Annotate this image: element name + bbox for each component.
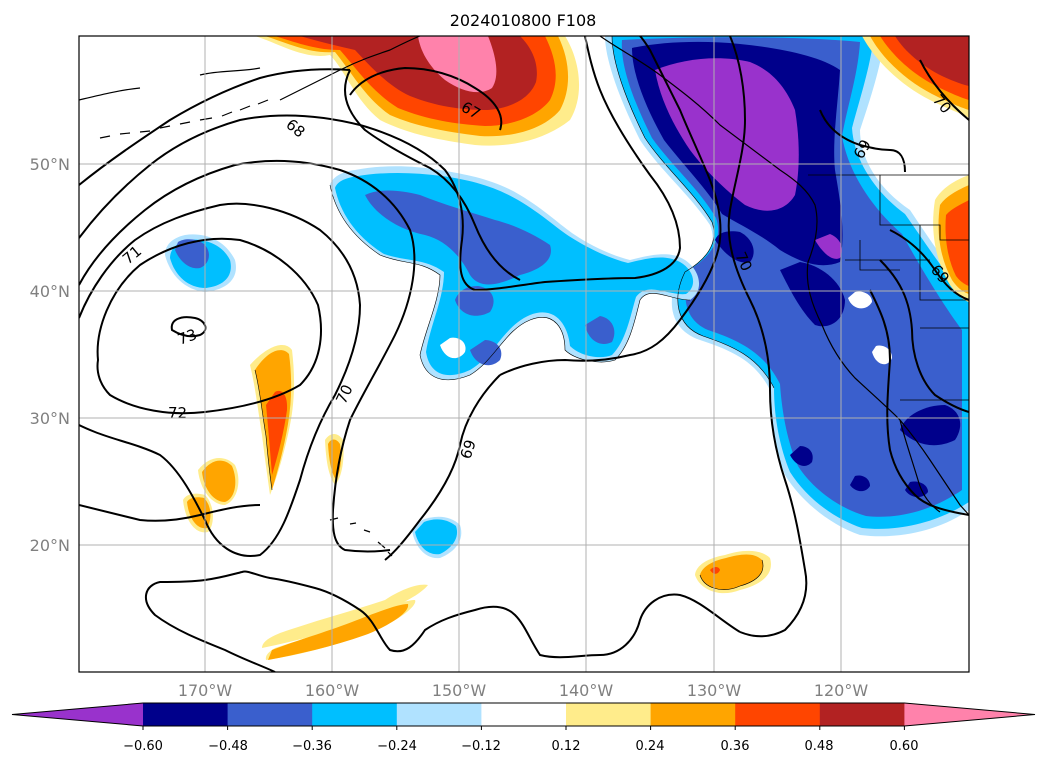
lat-label-30n: 30°N bbox=[30, 409, 70, 428]
contour-69-pnw bbox=[819, 109, 906, 173]
colorbar-segment bbox=[481, 703, 567, 726]
colorbar-segment bbox=[143, 703, 229, 726]
colorbar-tick-label: −0.60 bbox=[123, 739, 163, 754]
colorbar-tick-label: 0.24 bbox=[636, 739, 665, 754]
contour-69-loop bbox=[384, 374, 501, 561]
north-america-coast bbox=[599, 36, 969, 516]
contour-70-ca bbox=[869, 289, 969, 516]
contour-label-72: 72 bbox=[168, 404, 187, 422]
colorbar-segment bbox=[227, 703, 313, 726]
colorbar-tick-label: 0.36 bbox=[721, 739, 750, 754]
colorbar-segment bbox=[904, 703, 1035, 726]
colorbar-segment bbox=[819, 703, 905, 726]
contour-69-west bbox=[79, 36, 682, 292]
contour-68 bbox=[79, 68, 521, 281]
map-frame bbox=[78, 35, 970, 673]
contour-72 bbox=[96, 237, 322, 415]
colorbar-tick-labels: −0.60 −0.48 −0.36 −0.24 −0.12 0.12 0.24 … bbox=[123, 739, 918, 754]
lon-label-160w: 160°W bbox=[305, 681, 360, 700]
contour-69-south bbox=[145, 570, 741, 672]
contour-70-great-basin bbox=[889, 229, 969, 301]
contour-70-ne bbox=[919, 59, 969, 121]
aleutian-islands bbox=[99, 99, 269, 139]
colorbar-tick-label: 0.12 bbox=[552, 739, 581, 754]
map-panel: 67 68 69 69 70 70 70 71 72 73 69 bbox=[79, 36, 969, 672]
colorbar-segment bbox=[735, 703, 821, 726]
anomaly-outlines bbox=[254, 36, 775, 590]
contour-70-east bbox=[727, 36, 808, 638]
latitude-labels: 50°N 40°N 30°N 20°N bbox=[30, 155, 70, 555]
colorbar-segment bbox=[312, 703, 398, 726]
contour-70-southeast bbox=[879, 259, 969, 413]
contour-67 bbox=[349, 66, 503, 131]
lon-label-170w: 170°W bbox=[178, 681, 233, 700]
colorbar-tick-label: −0.36 bbox=[292, 739, 332, 754]
contour-subtropical-trough bbox=[79, 504, 261, 522]
colorbar bbox=[11, 702, 1036, 730]
contour-70-west bbox=[79, 159, 416, 553]
lon-label-130w: 130°W bbox=[687, 681, 742, 700]
map-title: 2024010800 F108 bbox=[450, 11, 597, 30]
lat-label-40n: 40°N bbox=[30, 282, 70, 301]
contour-label-69-center: 69 bbox=[457, 438, 480, 462]
colorbar-segment bbox=[396, 703, 482, 726]
colorbar-segment bbox=[566, 703, 652, 726]
lon-label-120w: 120°W bbox=[814, 681, 869, 700]
lat-label-50n: 50°N bbox=[30, 155, 70, 174]
lat-label-20n: 20°N bbox=[30, 536, 70, 555]
colorbar-tick-label: 0.48 bbox=[805, 739, 834, 754]
colorbar-segment bbox=[12, 703, 143, 726]
lon-label-140w: 140°W bbox=[559, 681, 614, 700]
longitude-labels: 170°W 160°W 150°W 140°W 130°W 120°W bbox=[178, 681, 869, 700]
contour-label-73: 73 bbox=[175, 325, 199, 348]
colorbar-tick-label: 0.60 bbox=[890, 739, 919, 754]
graticule bbox=[79, 36, 969, 672]
colorbar-tick-label: −0.24 bbox=[377, 739, 417, 754]
colorbar-segment bbox=[650, 703, 736, 726]
colorbar-tick-label: −0.48 bbox=[208, 739, 248, 754]
colorbar-tick-label: −0.12 bbox=[461, 739, 501, 754]
lon-label-150w: 150°W bbox=[432, 681, 487, 700]
hawaii-islands bbox=[329, 517, 393, 557]
borders bbox=[808, 174, 969, 401]
